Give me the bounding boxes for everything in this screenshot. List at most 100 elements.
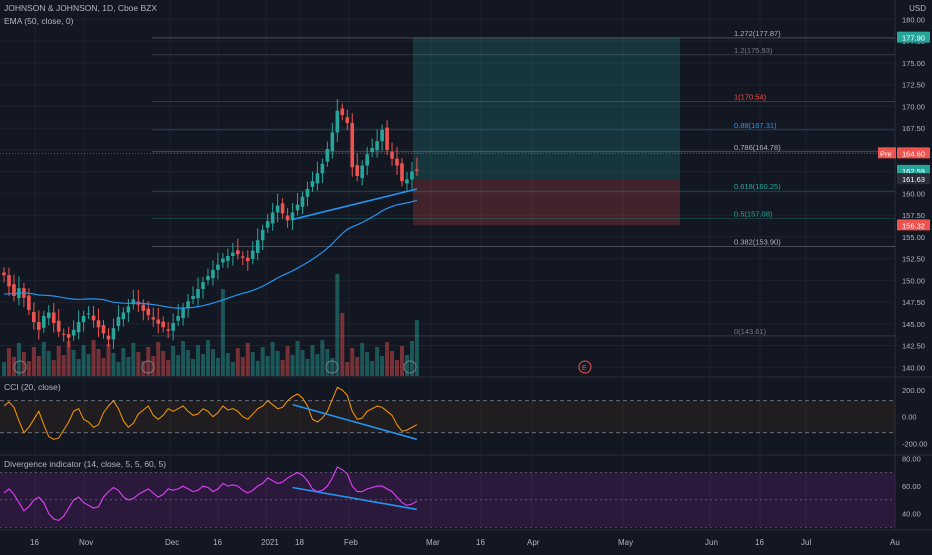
candle-body	[385, 127, 389, 150]
y-tick-label: 147.50	[902, 298, 925, 307]
candle-body	[390, 152, 394, 159]
candle-body	[270, 212, 275, 224]
volume-bar	[76, 359, 81, 376]
volume-bar	[41, 342, 46, 376]
volume-bar	[335, 274, 340, 376]
volume-bar	[66, 341, 71, 376]
x-tick-label: 16	[476, 538, 485, 547]
volume-bar	[136, 352, 141, 376]
candle-body	[2, 272, 6, 276]
price-tag-box	[897, 31, 930, 43]
candle-body	[265, 221, 270, 228]
volume-bar	[365, 352, 370, 376]
candle-body	[106, 335, 111, 340]
candle-body	[12, 284, 16, 296]
x-tick-label: 16	[755, 538, 764, 547]
volume-bar	[395, 360, 400, 376]
candle-body	[320, 163, 325, 174]
volume-bar	[61, 355, 66, 376]
target-zone	[413, 37, 680, 180]
candle-body	[151, 317, 156, 320]
volume-bar	[71, 350, 76, 376]
y-tick-label: 157.50	[902, 211, 925, 220]
candle-body	[42, 315, 46, 328]
x-tick-label: Mar	[426, 538, 440, 547]
y-tick-label: 155.00	[902, 233, 925, 242]
x-tick-label: 16	[30, 538, 39, 547]
candle-body	[126, 306, 131, 313]
volume-bar	[330, 358, 335, 376]
volume-bar	[86, 354, 91, 376]
candle-body	[37, 322, 41, 330]
candle-body	[181, 308, 185, 319]
y-tick-label: 180.00	[902, 15, 925, 24]
volume-bar	[215, 358, 220, 376]
volume-bar	[166, 360, 171, 376]
candle-body	[231, 252, 235, 256]
fib-label: 0(143.61)	[734, 327, 767, 336]
volume-bar	[96, 349, 101, 376]
volume-bar	[181, 341, 186, 376]
candle-body	[81, 315, 86, 323]
earnings-marker	[578, 360, 592, 374]
volume-bar	[161, 351, 166, 376]
candle-body	[96, 320, 101, 328]
volume-bar	[21, 352, 26, 376]
x-tick-label: 2021	[261, 538, 279, 547]
volume-bar	[414, 320, 419, 376]
candle-body	[360, 165, 364, 179]
volume-bar	[225, 353, 230, 376]
candle-body	[350, 122, 355, 168]
candle-body	[315, 173, 320, 184]
volume-bar	[46, 351, 51, 376]
divergence-legend: Divergence indicator (14, close, 5, 5, 6…	[4, 459, 167, 469]
candle-body	[285, 215, 290, 221]
x-tick-label: Jun	[705, 538, 718, 547]
earnings-marker	[403, 360, 417, 374]
price-tag-box	[897, 219, 930, 231]
div-tick-label: 60.00	[902, 482, 921, 491]
candle-body	[111, 328, 116, 340]
candle-body	[51, 312, 56, 323]
volume-bar	[235, 348, 240, 376]
x-tick-label: May	[618, 538, 633, 547]
candle-body	[201, 282, 205, 290]
volume-bar	[91, 340, 96, 376]
price-tag-box	[897, 147, 930, 159]
volume-bar	[196, 345, 201, 376]
volume-bar	[350, 348, 355, 376]
volume-bar	[6, 348, 11, 376]
earnings-marker	[325, 360, 339, 374]
div-tick-label: 80.00	[902, 455, 921, 464]
x-tick-label: Feb	[344, 538, 358, 547]
volume-bar	[201, 354, 205, 376]
candle-body	[400, 163, 404, 182]
currency-label: USD	[909, 4, 926, 13]
price-tag-box	[897, 173, 930, 185]
fib-label: 0.786(164.78)	[734, 143, 781, 152]
candle-body	[335, 110, 340, 133]
volume-bar	[171, 346, 176, 376]
volume-bar	[51, 360, 56, 376]
volume-bar	[285, 346, 290, 376]
volume-bar	[210, 349, 215, 376]
volume-bar	[2, 362, 6, 376]
fib-label: 0.618(160.25)	[734, 182, 781, 191]
earnings-marker	[141, 360, 155, 374]
candle-body	[355, 165, 360, 176]
candle-body	[226, 255, 230, 261]
price-tag-box	[897, 164, 930, 176]
volume-bar	[255, 361, 260, 376]
x-tick-label: Jul	[801, 538, 811, 547]
fib-label: 0.5(157.08)	[734, 210, 773, 219]
volume-bar	[220, 289, 225, 376]
volume-bar	[111, 353, 116, 376]
volume-bar	[290, 355, 295, 376]
volume-bar	[26, 361, 31, 376]
volume-bar	[275, 351, 280, 376]
candle-body	[32, 312, 36, 323]
candle-body	[305, 189, 310, 197]
volume-bar	[260, 347, 265, 376]
candle-body	[260, 229, 265, 241]
